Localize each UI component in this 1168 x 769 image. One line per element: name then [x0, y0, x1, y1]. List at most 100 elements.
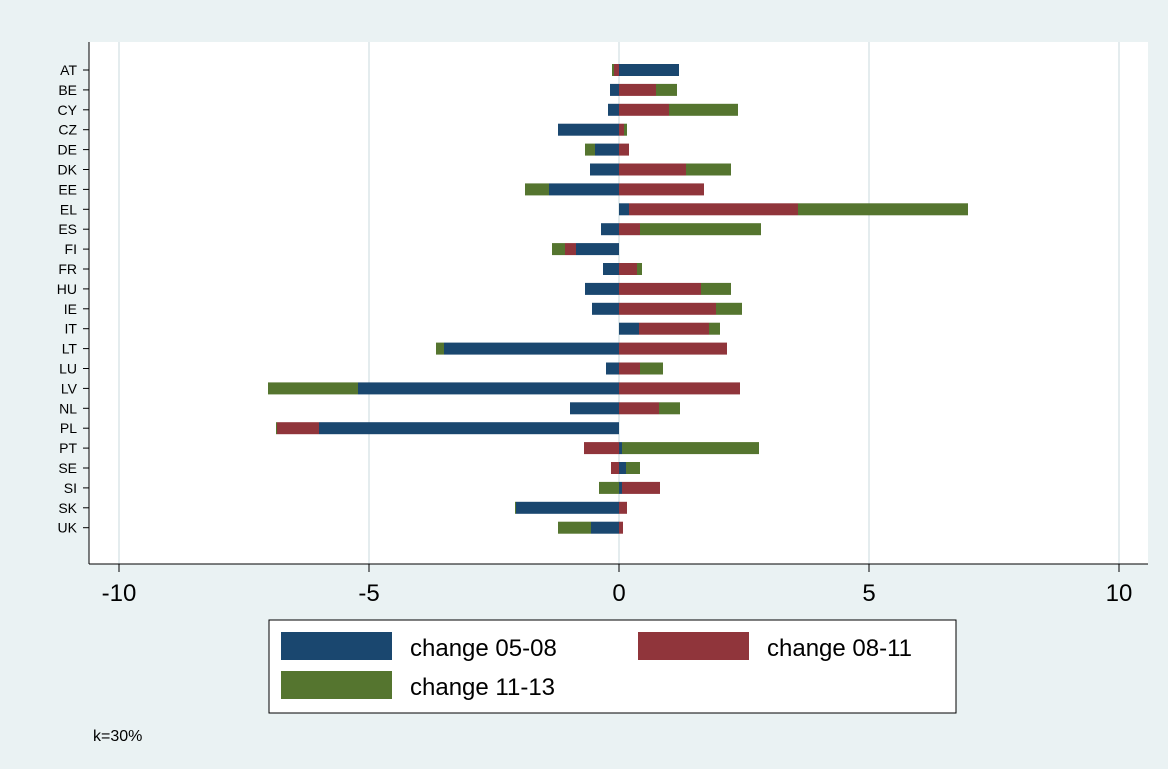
- x-tick-label: -10: [102, 580, 137, 607]
- bar-pl-series-1: [319, 422, 619, 435]
- bar-hu-series-1: [585, 282, 619, 295]
- bar-lu-series-1: [606, 362, 619, 375]
- x-tick-label: 10: [1106, 580, 1133, 607]
- bar-cy-series-1: [608, 103, 619, 116]
- bar-be-series-1: [610, 83, 619, 96]
- bar-de-series-2: [619, 143, 629, 156]
- bar-lv-series-3: [268, 382, 358, 395]
- category-label: CZ: [58, 122, 77, 138]
- bar-pt-series-1: [619, 442, 622, 455]
- category-label: FR: [58, 261, 77, 277]
- bar-es-series-2: [619, 223, 640, 236]
- category-label: PL: [60, 420, 77, 436]
- bar-es-series-1: [601, 223, 619, 236]
- bar-uk-series-1: [591, 521, 619, 534]
- bar-hu-series-3: [701, 282, 731, 295]
- x-axis: -10 -5 0 5 10: [89, 563, 1148, 607]
- chart-note: k=30%: [93, 728, 142, 745]
- category-label: HU: [57, 281, 77, 297]
- bar-dk-series-2: [619, 163, 686, 176]
- category-label: SK: [58, 500, 77, 516]
- category-label: EE: [58, 181, 77, 197]
- category-label: FI: [65, 241, 77, 257]
- bar-el-series-1: [619, 203, 629, 216]
- category-label: LT: [62, 341, 78, 357]
- bar-pl-series-2: [277, 422, 319, 435]
- bar-nl-series-2: [619, 402, 659, 415]
- bar-dk-series-3: [686, 163, 731, 176]
- bar-lt-series-1: [444, 342, 619, 355]
- legend-label-series-2: change 08-11: [767, 635, 912, 662]
- bar-at-series-1: [619, 64, 679, 76]
- bar-ie-series-2: [619, 302, 716, 315]
- bar-de-series-3: [585, 143, 595, 156]
- bar-de-series-1: [595, 143, 619, 156]
- bar-at-series-3: [612, 64, 614, 76]
- bar-si-series-2: [622, 481, 660, 494]
- category-label: DE: [58, 142, 77, 158]
- category-labels: AT BE CY CZ DE DK EE EL ES FI FR HU IE IT LT LU LV NL PL PT…: [57, 62, 89, 536]
- bar-hu-series-2: [619, 282, 701, 295]
- legend-swatch-series-3: [281, 671, 392, 699]
- x-tick-label: 0: [612, 580, 625, 607]
- category-label: EL: [60, 201, 77, 217]
- category-label: DK: [58, 162, 78, 178]
- legend-label-series-1: change 05-08: [410, 635, 557, 662]
- bar-be-series-2: [619, 83, 656, 96]
- bar-se-series-1: [619, 462, 626, 474]
- bar-it-series-2: [639, 322, 709, 335]
- bar-si-series-3: [599, 481, 619, 494]
- bar-fr-series-3: [637, 263, 642, 275]
- bar-pl-series-3: [276, 422, 277, 435]
- bar-se-series-3: [626, 462, 640, 474]
- bar-ie-series-1: [592, 302, 619, 315]
- bar-be-series-3: [656, 83, 677, 96]
- bar-uk-series-2: [619, 521, 623, 534]
- bar-lt-series-2: [619, 342, 727, 355]
- bar-lt-series-3: [436, 342, 444, 355]
- category-label: IE: [64, 301, 77, 317]
- x-tick-label: 5: [862, 580, 875, 607]
- bar-lv-series-1: [358, 382, 619, 395]
- category-label: LU: [59, 361, 77, 377]
- bar-uk-series-3: [558, 521, 591, 534]
- bar-fi-series-1: [576, 243, 619, 256]
- category-label: IT: [65, 321, 78, 337]
- category-label: UK: [58, 520, 78, 536]
- x-tick-label: -5: [358, 580, 379, 607]
- bar-nl-series-3: [659, 402, 680, 415]
- category-label: PT: [59, 440, 77, 456]
- bar-ee-series-2: [619, 183, 704, 196]
- bars: [268, 64, 968, 534]
- bar-pt-series-3: [622, 442, 759, 455]
- bar-cz-series-3: [624, 123, 627, 136]
- bar-se-series-2: [611, 462, 619, 474]
- bar-sk-series-2: [619, 501, 627, 514]
- bar-fi-series-3: [552, 243, 565, 256]
- bar-si-series-1: [619, 481, 622, 494]
- bar-cz-series-1: [558, 123, 619, 136]
- legend-label-series-3: change 11-13: [410, 674, 555, 701]
- category-label: LV: [61, 380, 78, 396]
- bar-es-series-3: [640, 223, 761, 236]
- category-label: ES: [58, 221, 77, 237]
- bar-pt-series-2: [584, 442, 619, 455]
- category-label: CY: [58, 102, 78, 118]
- category-label: SI: [64, 480, 77, 496]
- legend-swatch-series-1: [281, 632, 392, 660]
- bar-sk-series-3: [515, 501, 516, 514]
- bar-el-series-3: [798, 203, 968, 216]
- legend-swatch-series-2: [638, 632, 749, 660]
- bar-sk-series-1: [516, 501, 619, 514]
- bar-ee-series-1: [549, 183, 619, 196]
- bar-ie-series-3: [716, 302, 742, 315]
- category-label: NL: [59, 400, 77, 416]
- bar-at-series-2: [614, 64, 619, 76]
- category-label: SE: [58, 460, 77, 476]
- legend: change 05-08 change 08-11 change 11-13: [268, 619, 957, 714]
- bar-it-series-1: [619, 322, 639, 335]
- bar-fi-series-2: [565, 243, 576, 256]
- bar-lu-series-3: [640, 362, 663, 375]
- bar-fr-series-2: [619, 263, 637, 275]
